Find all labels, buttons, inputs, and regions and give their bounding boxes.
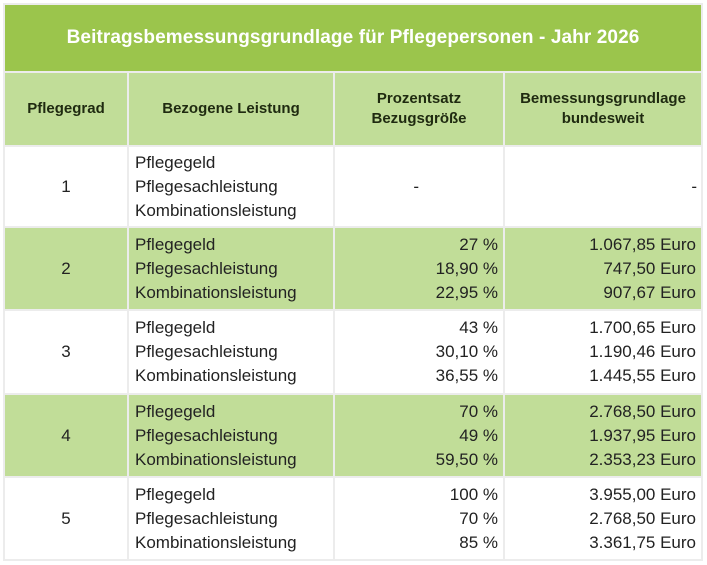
header-pflegegrad: Pflegegrad [5,73,127,145]
prozent-kombinationsleistung: 22,95 % [435,282,498,302]
prozent-pflegegeld: 27 % [459,234,498,254]
row-3-leistungen: Pflegegeld Pflegesachleistung Kombinatio… [129,311,333,393]
prozent-pflegesachleistung: 70 % [459,508,498,528]
row-1-prozentsatz: - [335,147,503,226]
row-5-pflegegrad: 5 [5,478,127,559]
leistung-pflegegeld: Pflegegeld [135,401,216,421]
row-3-prozentsatz: 43 % 30,10 % 36,55 % [335,311,503,393]
leistung-pflegesachleistung: Pflegesachleistung [135,508,278,528]
row-3-pflegegrad: 3 [5,311,127,393]
leistung-pflegegeld: Pflegegeld [135,152,216,172]
grundlage-pflegesachleistung: 1.937,95 Euro [589,425,696,445]
prozent-pflegegeld: 100 % [449,484,498,504]
leistung-kombinationsleistung: Kombinationsleistung [135,532,297,552]
header-bezogene-leistung: Bezogene Leistung [129,73,333,145]
prozent-pflegegeld: 43 % [459,318,498,337]
row-4-prozentsatz: 70 % 49 % 59,50 % [335,395,503,476]
leistung-pflegesachleistung: Pflegesachleistung [135,176,278,196]
header-bemessungsgrundlage: Bemessungsgrundlage bundesweit [505,73,701,145]
prozent-kombinationsleistung: 36,55 % [435,366,498,385]
leistung-kombinationsleistung: Kombinationsleistung [135,282,297,302]
prozent-kombinationsleistung: 85 % [459,532,498,552]
grundlage-pflegesachleistung: 747,50 Euro [603,258,696,278]
header-pflegegrad-label: Pflegegrad [27,100,105,117]
header-bemessungsgrundlage-line2: bundesweit [561,110,645,127]
leistung-pflegesachleistung: Pflegesachleistung [135,258,278,278]
row-2-prozentsatz: 27 % 18,90 % 22,95 % [335,228,503,309]
header-bezogene-leistung-label: Bezogene Leistung [162,100,300,117]
row-2-leistungen: Pflegegeld Pflegesachleistung Kombinatio… [129,228,333,309]
header-prozentsatz-line1: Prozentsatz [376,90,462,107]
leistung-pflegesachleistung: Pflegesachleistung [135,425,278,445]
row-2-pflegegrad: 2 [5,228,127,309]
row-2-bemessungsgrundlage: 1.067,85 Euro 747,50 Euro 907,67 Euro [505,228,701,309]
row-1-pflegegrad: 1 [5,147,127,226]
leistung-pflegegeld: Pflegegeld [135,234,216,254]
header-prozentsatz: Prozentsatz Bezugsgröße [335,73,503,145]
prozent-pflegegeld: 70 % [459,401,498,421]
prozent-kombinationsleistung: 59,50 % [435,449,498,469]
grundlage-pflegegeld: 1.067,85 Euro [589,234,696,254]
table-title: Beitragsbemessungsgrundlage für Pflegepe… [5,5,701,71]
prozent-pflegesachleistung: 30,10 % [435,342,498,361]
grundlage-pflegegeld: 1.700,65 Euro [589,318,696,337]
grundlage-pflegesachleistung: 2.768,50 Euro [589,508,696,528]
row-5-bemessungsgrundlage: 3.955,00 Euro 2.768,50 Euro 3.361,75 Eur… [505,478,701,559]
row-5-leistungen: Pflegegeld Pflegesachleistung Kombinatio… [129,478,333,559]
row-3-bemessungsgrundlage: 1.700,65 Euro 1.190,46 Euro 1.445,55 Eur… [505,311,701,393]
row-4-pflegegrad: 4 [5,395,127,476]
grundlage-pflegegeld: 3.955,00 Euro [589,484,696,504]
grundlage-kombinationsleistung: 1.445,55 Euro [589,366,696,385]
row-4-leistungen: Pflegegeld Pflegesachleistung Kombinatio… [129,395,333,476]
prozent-pflegesachleistung: 18,90 % [435,258,498,278]
leistung-kombinationsleistung: Kombinationsleistung [135,366,297,385]
grundlage-kombinationsleistung: 907,67 Euro [603,282,696,302]
leistung-kombinationsleistung: Kombinationsleistung [135,449,297,469]
grundlage-pflegesachleistung: 1.190,46 Euro [589,342,696,361]
header-bemessungsgrundlage-line1: Bemessungsgrundlage [520,90,686,107]
row-5-prozentsatz: 100 % 70 % 85 % [335,478,503,559]
prozent-pflegesachleistung: 49 % [459,425,498,445]
leistung-kombinationsleistung: Kombinationsleistung [135,200,297,220]
grundlage-kombinationsleistung: 2.353,23 Euro [589,449,696,469]
header-prozentsatz-line2: Bezugsgröße [371,110,467,127]
leistung-pflegesachleistung: Pflegesachleistung [135,342,278,361]
grundlage-pflegegeld: 2.768,50 Euro [589,401,696,421]
row-4-bemessungsgrundlage: 2.768,50 Euro 1.937,95 Euro 2.353,23 Eur… [505,395,701,476]
grundlage-kombinationsleistung: 3.361,75 Euro [589,532,696,552]
row-1-bemessungsgrundlage: - [505,147,701,226]
row-1-leistungen: Pflegegeld Pflegesachleistung Kombinatio… [129,147,333,226]
leistung-pflegegeld: Pflegegeld [135,484,216,504]
leistung-pflegegeld: Pflegegeld [135,318,216,337]
